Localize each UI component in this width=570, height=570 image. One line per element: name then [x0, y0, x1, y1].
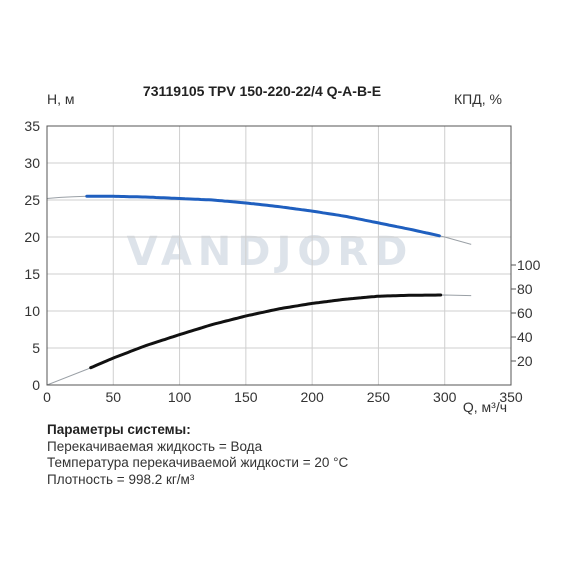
y-axis-left-label: H, м	[47, 91, 75, 107]
x-tick-label: 0	[43, 389, 51, 405]
y-left-tick-label: 10	[24, 303, 40, 319]
y-left-tick-label: 0	[32, 377, 40, 393]
series-0-operating-line	[85, 194, 441, 238]
y-right-tick-label: 60	[517, 305, 533, 321]
x-tick-label: 300	[433, 389, 457, 405]
param-temperature: Температура перекачиваемой жидкости = 20…	[47, 455, 349, 470]
y-left-tick-label: 20	[24, 229, 40, 245]
x-tick-label: 350	[499, 389, 523, 405]
x-tick-label: 100	[168, 389, 192, 405]
chart-series	[46, 194, 472, 386]
x-tick-label: 50	[105, 389, 121, 405]
param-density: Плотность = 998.2 кг/м³	[47, 471, 195, 487]
y-axis-right-label: КПД, %	[454, 91, 502, 107]
y-left-tick-label: 5	[32, 340, 40, 356]
y-right-tick-label: 80	[517, 281, 533, 297]
params-heading: Параметры системы:	[47, 422, 191, 437]
y-right-tick-label: 100	[517, 257, 541, 273]
chart-title: 73119105 TPV 150-220-22/4 Q-A-B-E	[143, 83, 381, 99]
y-left-tick-label: 35	[24, 118, 40, 134]
param-liquid: Перекачиваемая жидкость = Вода	[47, 438, 263, 454]
x-axis-label: Q, м³/ч	[463, 399, 507, 415]
system-parameters: Параметры системы: Перекачиваемая жидкос…	[47, 422, 348, 488]
y-left-tick-label: 15	[24, 266, 40, 282]
watermark-logo: VANDJORD	[127, 229, 414, 275]
x-tick-label: 150	[234, 389, 258, 405]
series-1-operating-line	[89, 293, 443, 370]
y-left-tick-label: 30	[24, 155, 40, 171]
chart-ticks: 0 50 100 150 200 250 300 350 0 5 10 15 20 25 30 35 20 40 6…	[24, 118, 540, 405]
plot-frame	[46, 125, 512, 386]
y-right-tick-label: 40	[517, 329, 533, 345]
x-tick-label: 200	[300, 389, 324, 405]
series-1-full-line	[46, 294, 472, 386]
y-right-tick-label: 20	[517, 353, 533, 369]
y-left-tick-label: 25	[24, 192, 40, 208]
x-tick-label: 250	[367, 389, 391, 405]
pump-performance-chart: 73119105 TPV 150-220-22/4 Q-A-B-E H, м К…	[24, 83, 540, 415]
